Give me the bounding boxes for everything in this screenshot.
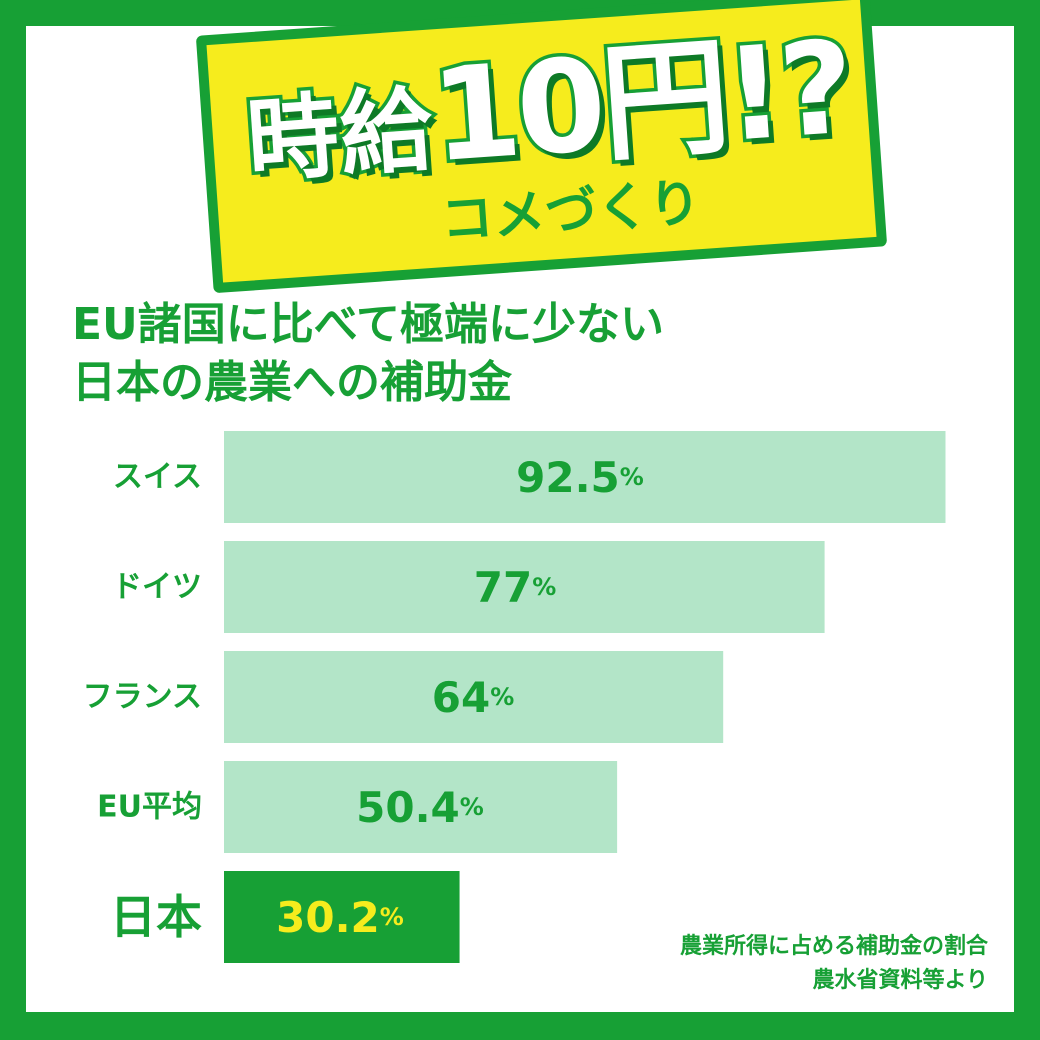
category-label: ドイツ (112, 570, 202, 605)
category-label: フランス (83, 680, 202, 715)
category-label: EU平均 (97, 790, 202, 825)
value-unit: % (532, 573, 556, 601)
bar-2 (224, 541, 825, 633)
value-unit: % (620, 463, 644, 491)
value-number: 77 (474, 563, 532, 612)
bar-1 (224, 431, 946, 523)
category-label: スイス (113, 460, 202, 495)
value-label: 92.5% (516, 453, 644, 502)
headline-line-2: 日本の農業への補助金 (72, 357, 512, 408)
value-unit: % (490, 683, 514, 711)
source-note: 農業所得に占める補助金の割合 農水省資料等より (680, 930, 988, 998)
category-label: 日本 (110, 890, 202, 944)
value-unit: % (380, 903, 404, 931)
value-number: 50.4 (356, 783, 460, 832)
bar-3 (224, 651, 724, 743)
source-line-1: 農業所得に占める補助金の割合 (679, 934, 988, 959)
value-label: 64% (432, 673, 515, 722)
value-number: 92.5 (516, 453, 620, 502)
chart-headline: EU諸国に比べて極端に少ない 日本の農業への補助金 (72, 296, 972, 412)
headline-line-1: EU諸国に比べて極端に少ない (72, 299, 665, 350)
value-label: 30.2% (276, 893, 404, 942)
value-number: 30.2 (276, 893, 380, 942)
bar-5 (224, 871, 460, 963)
value-unit: % (460, 793, 484, 821)
bar-4 (224, 761, 618, 853)
value-number: 64 (432, 673, 490, 722)
source-line-2: 農水省資料等より (812, 968, 988, 993)
value-label: 77% (474, 563, 557, 612)
value-label: 50.4% (356, 783, 484, 832)
